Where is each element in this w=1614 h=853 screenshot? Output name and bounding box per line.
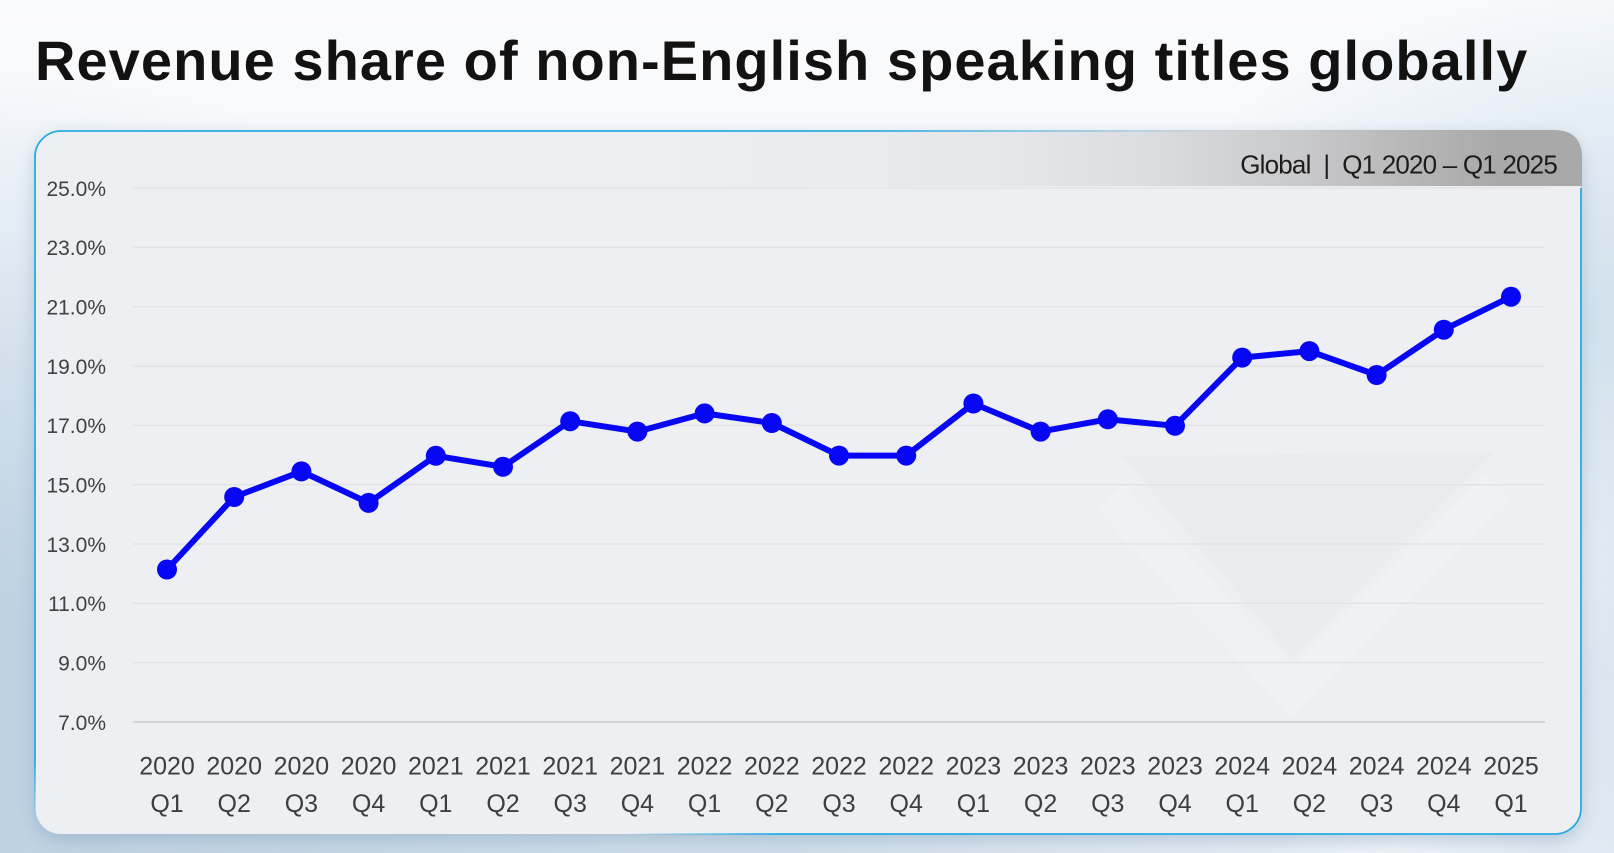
svg-text:Q2: Q2: [755, 790, 788, 818]
svg-text:19.0%: 19.0%: [46, 356, 106, 379]
svg-text:Q1: Q1: [688, 790, 721, 818]
svg-text:2022: 2022: [878, 753, 934, 781]
svg-text:Q2: Q2: [218, 790, 251, 818]
svg-text:2024: 2024: [1349, 753, 1405, 781]
svg-text:13.0%: 13.0%: [46, 534, 106, 557]
svg-text:2021: 2021: [542, 753, 598, 781]
svg-text:2022: 2022: [811, 753, 867, 781]
svg-text:Q1: Q1: [957, 790, 990, 818]
svg-text:7.0%: 7.0%: [58, 712, 106, 735]
svg-text:Q3: Q3: [285, 790, 318, 818]
svg-text:Global | Q1 2020 – Q1 2025: Global | Q1 2020 – Q1 2025: [1240, 150, 1557, 180]
svg-text:17.0%: 17.0%: [46, 415, 106, 438]
svg-text:2024: 2024: [1282, 753, 1338, 781]
svg-text:2022: 2022: [744, 753, 800, 781]
svg-text:Q3: Q3: [1091, 790, 1124, 818]
svg-text:2022: 2022: [677, 753, 733, 781]
svg-text:2023: 2023: [1147, 753, 1203, 781]
svg-text:9.0%: 9.0%: [58, 653, 106, 676]
svg-text:2024: 2024: [1416, 753, 1472, 781]
svg-text:Q3: Q3: [1360, 790, 1393, 818]
svg-text:Q1: Q1: [1494, 790, 1527, 818]
svg-text:Q2: Q2: [1024, 790, 1057, 818]
svg-text:Q2: Q2: [486, 790, 519, 818]
svg-text:Q3: Q3: [822, 790, 855, 818]
svg-text:Q1: Q1: [419, 790, 452, 818]
svg-text:21.0%: 21.0%: [46, 297, 106, 320]
svg-text:Q3: Q3: [554, 790, 587, 818]
svg-text:15.0%: 15.0%: [46, 475, 106, 498]
svg-text:Revenue share of non-English s: Revenue share of non-English speaking ti…: [35, 29, 1528, 92]
svg-text:2020: 2020: [206, 753, 262, 781]
svg-text:2021: 2021: [610, 753, 666, 781]
svg-text:2023: 2023: [1013, 753, 1069, 781]
svg-text:2020: 2020: [341, 753, 397, 781]
svg-text:Q4: Q4: [1427, 790, 1460, 818]
svg-text:Q1: Q1: [1226, 790, 1259, 818]
svg-text:Q4: Q4: [1158, 790, 1191, 818]
svg-text:2024: 2024: [1214, 753, 1270, 781]
svg-text:2023: 2023: [946, 753, 1002, 781]
svg-text:2020: 2020: [139, 753, 195, 781]
svg-text:2021: 2021: [408, 753, 464, 781]
svg-text:Q4: Q4: [352, 790, 385, 818]
svg-text:11.0%: 11.0%: [48, 593, 106, 616]
svg-text:Q4: Q4: [890, 790, 923, 818]
svg-text:2025: 2025: [1483, 753, 1539, 781]
svg-text:25.0%: 25.0%: [46, 178, 106, 201]
svg-text:Q4: Q4: [621, 790, 654, 818]
svg-text:Q1: Q1: [150, 790, 183, 818]
svg-text:2020: 2020: [274, 753, 330, 781]
svg-text:2023: 2023: [1080, 753, 1136, 781]
svg-text:23.0%: 23.0%: [46, 237, 106, 260]
svg-text:Q2: Q2: [1293, 790, 1326, 818]
svg-text:2021: 2021: [475, 753, 531, 781]
